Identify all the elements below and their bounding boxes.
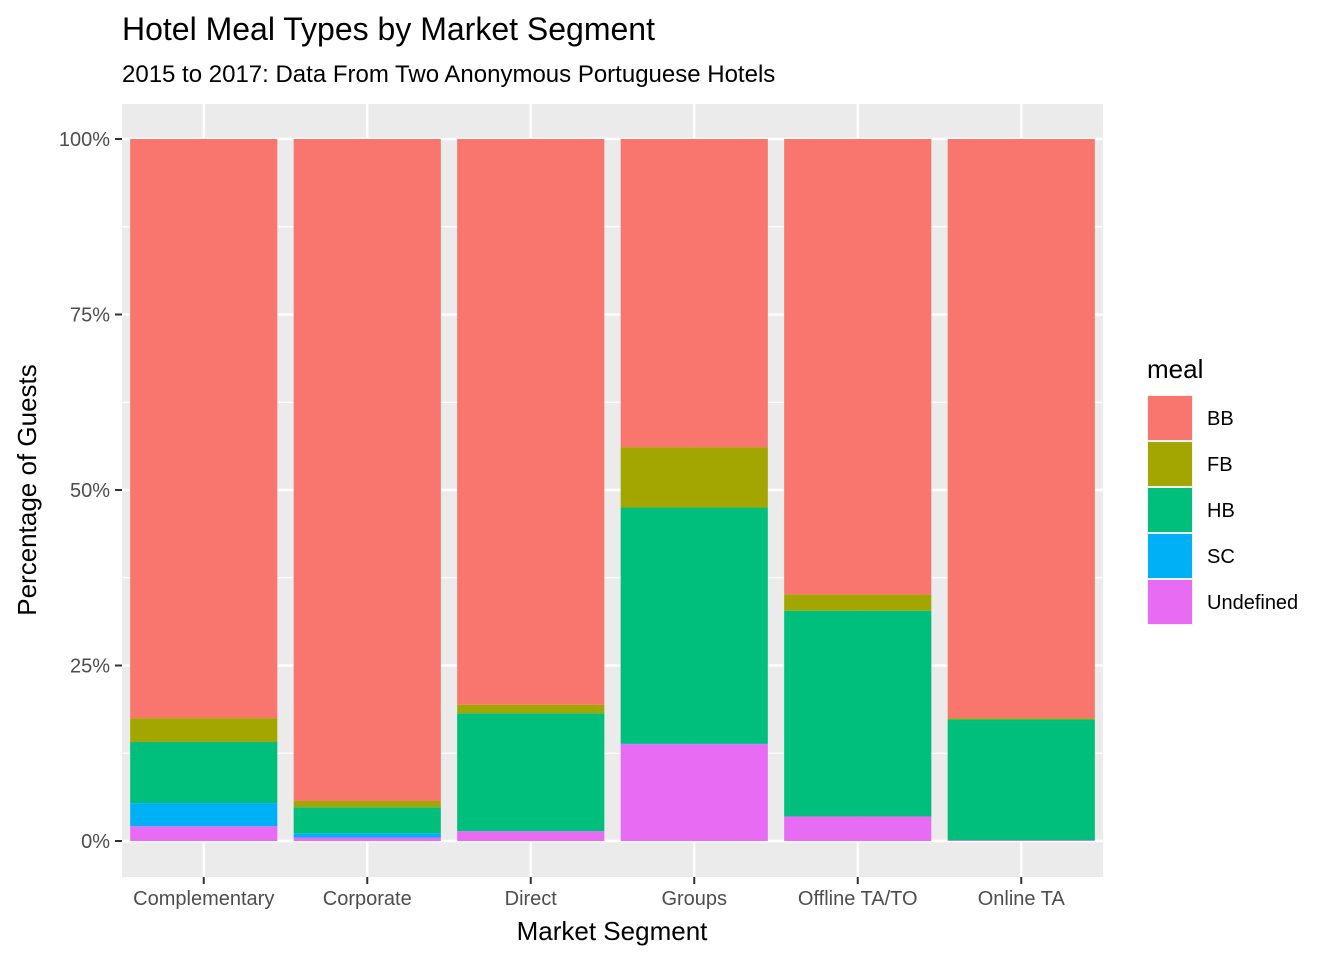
y-tick-label: 25% [70,656,110,678]
bar-segment [620,447,768,508]
bar-segment [457,139,605,705]
y-axis-title: Percentage of Guests [12,364,42,615]
legend-label: HB [1207,500,1235,522]
legend-key [1148,442,1192,486]
x-tick-label: Direct [505,888,558,910]
legend-key [1148,534,1192,578]
bar-segment [457,704,605,714]
x-axis-title: Market Segment [517,916,709,946]
legend-label: SC [1207,546,1235,568]
bar-segment [620,743,768,745]
legend-title: meal [1147,354,1203,384]
bars [130,139,1095,841]
legend-key [1148,396,1192,440]
bar-segment [130,139,278,719]
legend-label: FB [1207,454,1233,476]
bar-segment [947,718,1095,720]
bar-segment [457,831,605,841]
bar-segment [130,803,278,827]
bar-segment [784,610,932,817]
bar-segment [293,807,441,834]
chart-subtitle: 2015 to 2017: Data From Two Anonymous Po… [122,61,775,88]
y-tick-label: 75% [70,305,110,327]
chart-title: Hotel Meal Types by Market Segment [122,11,655,47]
bar-segment [784,594,932,611]
y-axis: 0% 25% 50% 75% 100% [59,129,122,853]
bar-segment [293,800,441,808]
legend-label: Undefined [1207,592,1298,614]
bar-segment [130,742,278,804]
bar-segment [620,139,768,448]
legend-key [1148,580,1192,624]
bar-segment [293,837,441,841]
y-tick-label: 100% [59,129,110,151]
grid-minor [122,226,1103,754]
bar-segment [784,816,932,841]
y-tick-label: 50% [70,480,110,502]
bar-segment [457,713,605,832]
bar-segment [947,840,1095,841]
x-axis: Complementary Corporate Direct Groups Offlin… [133,877,1065,910]
bar-segment [947,719,1095,841]
legend: meal BB FB HB SC Undefined [1147,354,1298,625]
bar-segment [947,139,1095,719]
y-tick-label: 0% [81,831,110,853]
x-tick-label: Corporate [323,888,412,910]
bar-segment [620,744,768,841]
bar-segment [130,718,278,743]
x-tick-label: Offline TA/TO [798,888,918,910]
x-tick-label: Online TA [978,888,1066,910]
bar-segment [130,826,278,841]
bar-segment [620,507,768,744]
x-tick-label: Complementary [133,888,274,910]
legend-label: BB [1207,408,1234,430]
bar-segment [293,833,441,838]
bar-segment [293,139,441,801]
legend-key [1148,488,1192,532]
x-tick-label: Groups [661,888,727,910]
bar-segment [784,139,932,595]
